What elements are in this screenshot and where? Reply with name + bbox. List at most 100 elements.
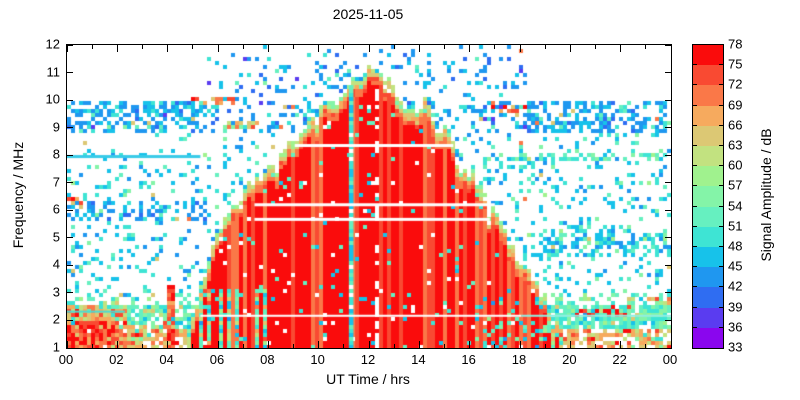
tick-mark bbox=[318, 341, 320, 348]
colorbar-band bbox=[693, 205, 723, 227]
colorbar-band bbox=[693, 286, 723, 308]
tick-mark bbox=[569, 45, 571, 52]
tick-mark bbox=[167, 341, 169, 348]
tick-mark bbox=[242, 344, 244, 348]
tick-mark bbox=[665, 99, 671, 101]
tick-mark bbox=[293, 344, 294, 348]
tick-mark bbox=[91, 344, 93, 348]
colorbar-band bbox=[693, 104, 723, 126]
tick-mark bbox=[665, 72, 671, 74]
tick-mark bbox=[91, 45, 93, 49]
x-tick-label: 04 bbox=[159, 352, 174, 367]
tick-mark bbox=[665, 209, 671, 211]
tick-mark bbox=[67, 182, 73, 184]
tick-mark bbox=[393, 344, 395, 348]
tick-mark bbox=[665, 154, 671, 156]
tick-mark bbox=[67, 209, 73, 211]
tick-mark bbox=[665, 264, 671, 266]
colorbar-band bbox=[693, 326, 723, 349]
tick-mark bbox=[469, 45, 471, 52]
colorbar-tick-label: 72 bbox=[728, 76, 743, 92]
tick-mark bbox=[494, 45, 496, 49]
tick-mark bbox=[192, 45, 194, 49]
y-tick-label: 12 bbox=[45, 36, 60, 52]
tick-mark bbox=[368, 341, 370, 348]
chart-title: 2025-11-05 bbox=[332, 6, 404, 22]
y-tick-label: 8 bbox=[52, 146, 60, 162]
tick-mark bbox=[67, 154, 73, 156]
tick-mark bbox=[645, 344, 647, 348]
tick-mark bbox=[343, 344, 345, 348]
tick-mark bbox=[67, 72, 73, 74]
x-tick-label: 14 bbox=[411, 352, 426, 367]
tick-mark bbox=[318, 45, 320, 52]
colorbar-band bbox=[693, 84, 723, 106]
x-tick-label: 06 bbox=[209, 352, 225, 367]
colorbar-tick-label: 78 bbox=[728, 36, 743, 52]
colorbar-tick-label: 57 bbox=[728, 177, 743, 193]
colorbar-tick-label: 45 bbox=[728, 258, 743, 274]
tick-mark bbox=[670, 45, 672, 52]
tick-mark bbox=[519, 341, 521, 348]
tick-mark bbox=[665, 292, 671, 294]
tick-mark bbox=[494, 344, 496, 348]
colorbar-label: Signal Amplitude / dB bbox=[758, 128, 774, 262]
tick-mark bbox=[665, 237, 671, 239]
tick-mark bbox=[67, 292, 73, 294]
colorbar-band bbox=[693, 266, 723, 288]
colorbar-tick-label: 66 bbox=[728, 117, 743, 133]
colorbar-tick-label: 39 bbox=[728, 299, 743, 315]
colorbar bbox=[692, 44, 724, 349]
colorbar-tick-label: 51 bbox=[728, 218, 743, 234]
x-tick-label: 08 bbox=[260, 352, 275, 367]
tick-mark bbox=[217, 341, 219, 348]
tick-mark bbox=[192, 344, 194, 348]
colorbar-band bbox=[693, 64, 723, 86]
tick-mark bbox=[665, 319, 671, 321]
y-tick-label: 2 bbox=[52, 311, 60, 327]
colorbar-band bbox=[693, 145, 723, 167]
tick-mark bbox=[167, 45, 169, 52]
colorbar-band bbox=[693, 246, 723, 268]
tick-mark bbox=[67, 347, 73, 349]
tick-mark bbox=[469, 341, 471, 348]
x-axis-label: UT Time / hrs bbox=[326, 371, 410, 387]
tick-mark bbox=[116, 45, 118, 52]
tick-mark bbox=[595, 45, 596, 49]
tick-mark bbox=[544, 344, 546, 348]
y-tick-label: 11 bbox=[46, 64, 61, 80]
colorbar-tick-label: 42 bbox=[728, 278, 743, 294]
colorbar-band bbox=[693, 306, 723, 328]
colorbar-band bbox=[693, 185, 723, 207]
tick-mark bbox=[343, 45, 345, 49]
tick-mark bbox=[665, 44, 671, 46]
x-tick-label: 00 bbox=[662, 352, 678, 367]
x-tick-label: 00 bbox=[58, 352, 74, 367]
colorbar-tick-label: 69 bbox=[728, 97, 743, 113]
y-tick-label: 1 bbox=[52, 339, 60, 355]
tick-mark bbox=[665, 127, 671, 129]
colorbar-tick-label: 75 bbox=[728, 56, 743, 72]
tick-mark bbox=[418, 341, 420, 348]
tick-mark bbox=[620, 341, 622, 348]
x-tick-label: 22 bbox=[612, 352, 627, 367]
tick-mark bbox=[645, 45, 647, 49]
x-tick-label: 16 bbox=[461, 352, 476, 367]
y-tick-label: 10 bbox=[45, 91, 60, 107]
plot-area bbox=[66, 44, 672, 349]
colorbar-tick-label: 48 bbox=[728, 238, 743, 254]
colorbar-tick-label: 54 bbox=[728, 198, 743, 214]
tick-mark bbox=[665, 182, 671, 184]
tick-mark bbox=[670, 341, 672, 348]
tick-mark bbox=[267, 341, 269, 348]
tick-mark bbox=[67, 319, 73, 321]
y-tick-label: 7 bbox=[52, 174, 60, 190]
x-tick-label: 02 bbox=[109, 352, 124, 367]
y-tick-label: 6 bbox=[52, 201, 60, 217]
tick-mark bbox=[595, 344, 596, 348]
tick-mark bbox=[67, 99, 73, 101]
tick-mark bbox=[519, 45, 521, 52]
tick-mark bbox=[665, 347, 671, 349]
colorbar-tick-label: 63 bbox=[728, 137, 743, 153]
